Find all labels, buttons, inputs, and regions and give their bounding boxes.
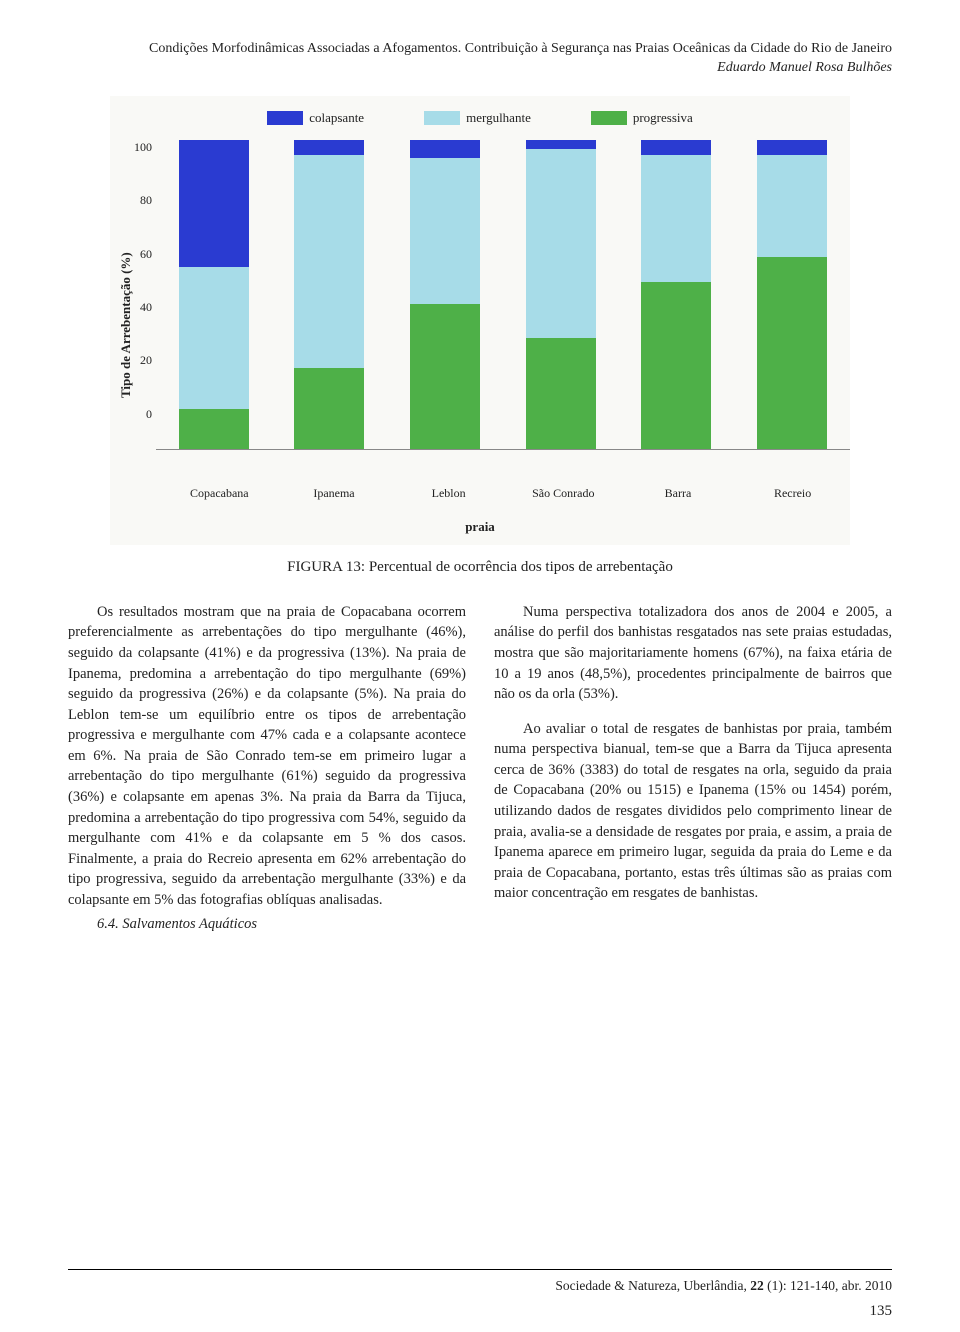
bar-segment-progressiva: [410, 304, 480, 449]
legend-swatch: [424, 111, 460, 125]
bar-segment-progressiva: [641, 282, 711, 449]
bar-segment-colapsante: [410, 140, 480, 159]
figure-caption: FIGURA 13: Percentual de ocorrência dos …: [68, 559, 892, 576]
page-number: 135: [870, 1303, 893, 1320]
subsection-heading: 6.4. Salvamentos Aquáticos: [68, 914, 466, 935]
y-tick: 0: [134, 407, 152, 422]
x-tick: Leblon: [414, 486, 484, 501]
bar-segment-progressiva: [757, 257, 827, 449]
legend-label: mergulhante: [466, 110, 531, 126]
right-paragraph-1: Numa perspectiva totalizadora dos anos d…: [494, 602, 892, 705]
legend-label: colapsante: [309, 110, 364, 126]
footer-issue: (1): 121-140, abr. 2010: [764, 1278, 892, 1293]
bar-segment-mergulhante: [179, 267, 249, 409]
y-tick: 20: [134, 353, 152, 368]
body-columns: Os resultados mostram que na praia de Co…: [68, 602, 892, 935]
bar-segment-colapsante: [641, 140, 711, 155]
bar-segment-progressiva: [294, 368, 364, 448]
bar: [526, 140, 596, 449]
legend-swatch: [591, 111, 627, 125]
legend-item: colapsante: [267, 110, 364, 126]
x-tick: Barra: [643, 486, 713, 501]
bar-segment-colapsante: [526, 140, 596, 149]
x-tick: Copacabana: [184, 486, 254, 501]
bar-segment-mergulhante: [641, 155, 711, 282]
x-axis-ticks: Copacabana Ipanema Leblon São Conrado Barra R…: [162, 480, 850, 501]
x-tick: São Conrado: [528, 486, 598, 501]
y-tick: 100: [134, 140, 152, 155]
bar: [641, 140, 711, 449]
bar-segment-colapsante: [179, 140, 249, 267]
x-tick: Recreio: [758, 486, 828, 501]
y-tick: 80: [134, 193, 152, 208]
bar-segment-mergulhante: [410, 158, 480, 303]
running-header: Condições Morfodinâmicas Associadas a Af…: [68, 40, 892, 78]
y-tick: 40: [134, 300, 152, 315]
footer-journal: Sociedade & Natureza, Uberlândia,: [555, 1278, 750, 1293]
plot-area: [156, 140, 850, 450]
bar-segment-colapsante: [294, 140, 364, 155]
legend-item: progressiva: [591, 110, 693, 126]
right-column: Numa perspectiva totalizadora dos anos d…: [494, 602, 892, 935]
x-tick: Ipanema: [299, 486, 369, 501]
y-axis-ticks: 100 80 60 40 20 0: [134, 140, 156, 450]
chart-legend: colapsante mergulhante progressiva: [110, 102, 850, 140]
bar: [294, 140, 364, 449]
right-paragraph-2: Ao avaliar o total de resgates de banhis…: [494, 719, 892, 904]
bar: [179, 140, 249, 449]
footer: Sociedade & Natureza, Uberlândia, 22 (1)…: [68, 1269, 892, 1294]
header-author: Eduardo Manuel Rosa Bulhões: [68, 59, 892, 78]
bar-segment-colapsante: [757, 140, 827, 155]
legend-swatch: [267, 111, 303, 125]
legend-item: mergulhante: [424, 110, 531, 126]
x-axis-label: praia: [110, 501, 850, 545]
y-tick: 60: [134, 247, 152, 262]
footer-volume: 22: [750, 1278, 764, 1293]
header-title: Condições Morfodinâmicas Associadas a Af…: [68, 40, 892, 59]
legend-label: progressiva: [633, 110, 693, 126]
bar: [757, 140, 827, 449]
bar-segment-mergulhante: [294, 155, 364, 368]
left-column: Os resultados mostram que na praia de Co…: [68, 602, 466, 935]
bar-segment-progressiva: [179, 409, 249, 449]
y-axis-label: Tipo de Arrebentação (%): [110, 140, 134, 480]
figure-13-chart: colapsante mergulhante progressiva Tipo de…: [110, 96, 850, 545]
bar: [410, 140, 480, 449]
bar-segment-mergulhante: [526, 149, 596, 337]
bar-segment-mergulhante: [757, 155, 827, 257]
bar-segment-progressiva: [526, 338, 596, 449]
left-paragraph-1: Os resultados mostram que na praia de Co…: [68, 602, 466, 911]
